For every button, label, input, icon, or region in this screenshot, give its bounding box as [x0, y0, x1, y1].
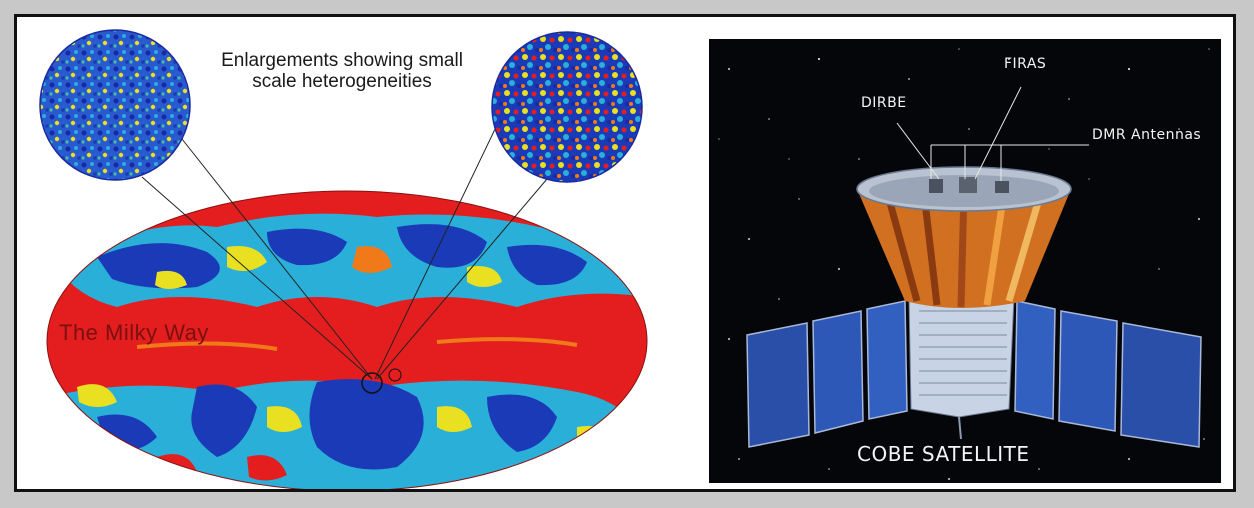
cobe-satellite-panel: FIRAS DIRBE DMR Antennas COBE SATELLITE [709, 39, 1221, 483]
cobe-satellite-illustration [718, 48, 1210, 480]
cobe-satellite-title: COBE SATELLITE [857, 442, 1030, 466]
all-sky-map [47, 191, 647, 489]
sky-map-outline [46, 190, 648, 489]
figure-frame: Enlargements showing small scale heterog… [14, 14, 1236, 492]
enlargement-caption-line1: Enlargements showing small [221, 50, 463, 71]
thermal-shield [856, 166, 1072, 308]
firas-label: FIRAS [1004, 56, 1047, 72]
enlargement-caption: Enlargements showing small scale heterog… [197, 50, 487, 92]
enlargement-caption-line2: scale heterogeneities [252, 71, 432, 92]
milky-way-label: The Milky Way [59, 320, 209, 345]
satellite-body [908, 288, 1015, 440]
dirbe-label: DIRBE [861, 95, 907, 111]
solar-panels-right [1014, 300, 1202, 448]
callout-lines [896, 86, 1089, 181]
cmb-sky-map [39, 29, 648, 489]
enlargement-right [492, 32, 642, 182]
cmb-map-panel: Enlargements showing small scale heterog… [17, 17, 707, 489]
enlargement-left [40, 30, 190, 180]
dmr-antennas-label: DMR Antennas [1092, 127, 1202, 143]
leader-lines [141, 124, 548, 380]
solar-panels-left [746, 300, 908, 448]
